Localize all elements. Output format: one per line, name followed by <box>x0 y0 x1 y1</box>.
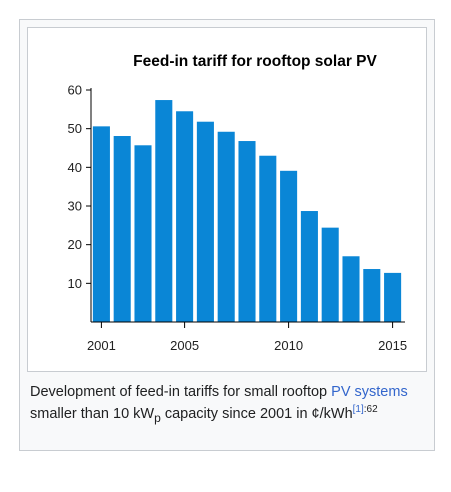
x-tick-label-2001: 2001 <box>87 338 116 353</box>
bar-2007 <box>217 131 235 322</box>
citation-link[interactable]: [1] <box>352 404 364 416</box>
bar-2002 <box>113 136 131 322</box>
y-tick-label-20: 20 <box>68 237 82 252</box>
citation-page: :62 <box>363 404 378 416</box>
bar-chart: Feed-in tariff for rooftop solar PV 10 20… <box>68 53 408 354</box>
citation-ref: [1]:62 <box>353 404 378 415</box>
y-tick-label-40: 40 <box>68 160 82 175</box>
bar-2015 <box>384 272 402 322</box>
bar-2006 <box>196 121 214 323</box>
figure-caption: Development of feed-in tariffs for small… <box>30 381 430 429</box>
bar-2013 <box>342 256 360 322</box>
caption-subscript: p <box>154 410 161 425</box>
caption-text-1: Development of feed-in tariffs for small… <box>30 384 332 400</box>
bar-2011 <box>300 211 318 322</box>
pv-systems-link[interactable]: PV systems <box>331 384 408 400</box>
bar-2014 <box>363 269 381 322</box>
bar-2003 <box>134 145 152 322</box>
axes-group: 10 20 30 40 50 60 2001 2005 2010 2015 <box>68 83 408 354</box>
chart-title: Feed-in tariff for rooftop solar PV <box>133 53 377 70</box>
bar-2001 <box>92 126 110 322</box>
bar-2009 <box>259 155 277 322</box>
x-tick-label-2005: 2005 <box>170 338 199 353</box>
x-tick-label-2010: 2010 <box>274 338 303 353</box>
y-tick-label-50: 50 <box>68 121 82 136</box>
bar-2005 <box>176 111 194 323</box>
y-tick-label-10: 10 <box>68 276 82 291</box>
bars-group <box>92 100 402 323</box>
caption-text-2: smaller than 10 kW <box>30 406 155 422</box>
y-tick-label-60: 60 <box>68 83 82 98</box>
bar-2004 <box>155 100 173 322</box>
caption-text-3: capacity since 2001 in ¢/kWh <box>160 406 353 422</box>
x-tick-label-2015: 2015 <box>378 338 407 353</box>
bar-2012 <box>321 227 339 322</box>
bar-2010 <box>280 170 298 322</box>
bar-2008 <box>238 141 256 322</box>
y-tick-label-30: 30 <box>68 199 82 214</box>
